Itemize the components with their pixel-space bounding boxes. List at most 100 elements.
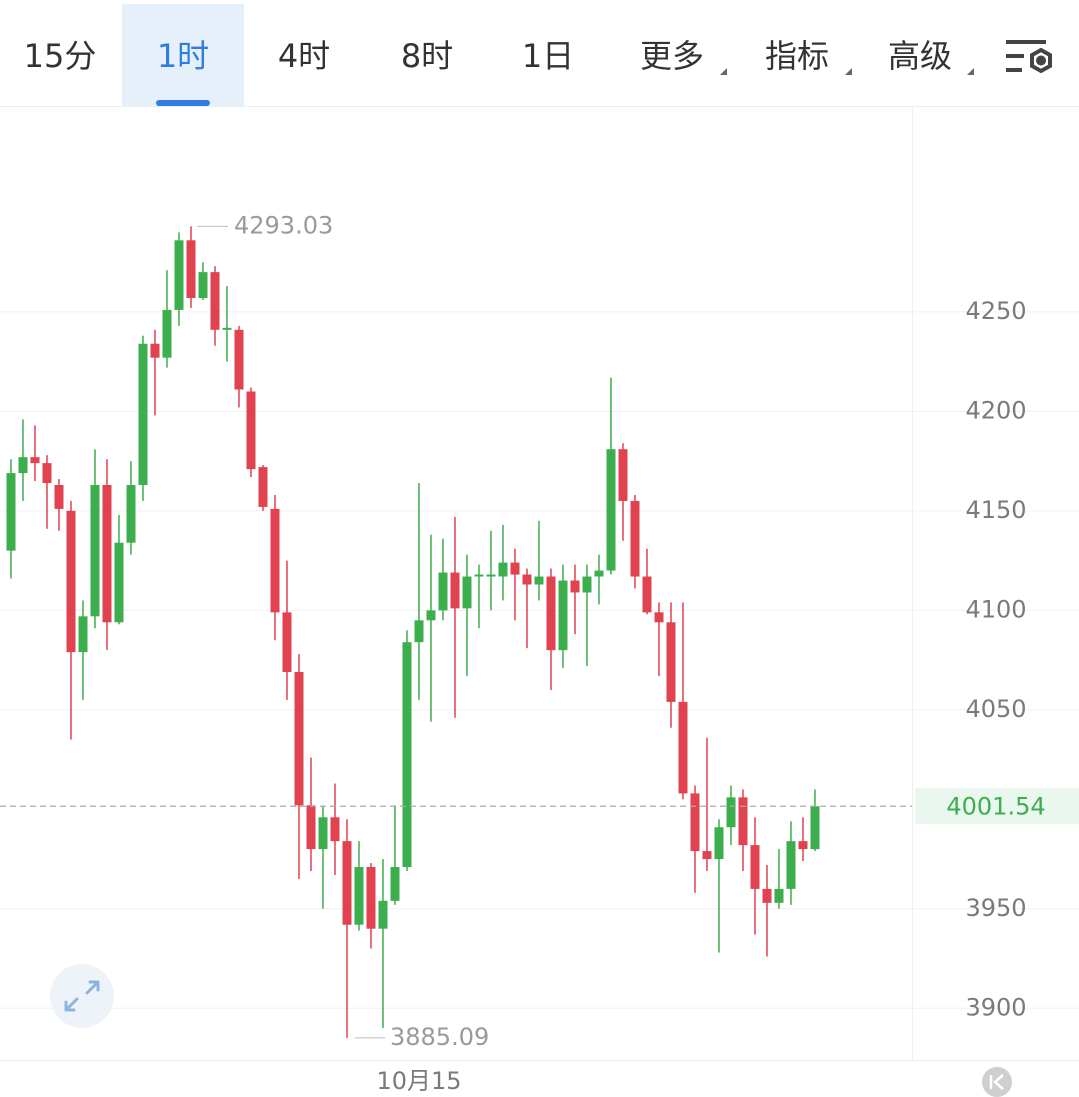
settings-icon[interactable]: [1006, 40, 1052, 74]
candle-body: [402, 642, 412, 868]
candle-body: [606, 449, 616, 571]
tab[interactable]: 15分: [24, 37, 97, 75]
candle-body: [546, 576, 556, 651]
candle-body: [522, 574, 532, 585]
candle-body: [210, 272, 220, 330]
candle-body: [726, 797, 736, 828]
candle-body: [30, 457, 40, 464]
candle-body: [582, 576, 592, 593]
y-tick-label: 3900: [965, 993, 1026, 1021]
candle-body: [318, 817, 328, 850]
menu-caret: [845, 68, 852, 75]
candle-body: [474, 574, 484, 577]
candle-body: [354, 867, 364, 925]
tab[interactable]: 4时: [278, 37, 330, 75]
candle-body: [714, 827, 724, 860]
candle-body: [558, 580, 568, 651]
candle-body: [690, 793, 700, 852]
y-tick-label: 4100: [965, 595, 1026, 623]
menu-caret: [967, 68, 974, 75]
grid: 3900 3950 4050 4100 4150 4200 4250 10月15: [0, 297, 1079, 1095]
candle-body: [654, 612, 664, 623]
candle-body: [786, 841, 796, 889]
candle-body: [306, 805, 316, 850]
candle-body: [54, 485, 64, 509]
candle-body: [534, 576, 544, 585]
last-price-box: [915, 788, 1079, 825]
expand-button[interactable]: [50, 964, 114, 1028]
y-tick-label: 4050: [965, 695, 1026, 723]
candle-body: [618, 449, 628, 501]
candle-body: [138, 343, 148, 486]
candle-body: [258, 467, 268, 507]
candle-body: [114, 542, 124, 623]
candle-body: [678, 701, 688, 794]
candle-body: [222, 327, 232, 330]
y-tick-label: 4150: [965, 496, 1026, 524]
menu-caret: [720, 68, 727, 75]
candle-body: [762, 888, 772, 903]
annotations: 4293.03 3885.09 4001.54: [0, 211, 1079, 1051]
candle-body: [510, 562, 520, 575]
candle-body: [246, 391, 256, 470]
x-tick-label: 10月15: [376, 1067, 461, 1095]
candle-body: [78, 616, 88, 653]
candle-body: [642, 576, 652, 613]
candle-body: [462, 576, 472, 609]
candle-body: [366, 867, 376, 929]
y-tick-label: 3950: [965, 894, 1026, 922]
tab[interactable]: 1日: [522, 37, 574, 75]
tabs: 15分 1时 4时 8时 1日 更多 指标 高级: [24, 4, 952, 106]
candle-body: [198, 272, 208, 298]
candle-body: [774, 888, 784, 903]
candle-body: [738, 797, 748, 846]
candle-body: [342, 841, 352, 925]
high-label: 4293.03: [234, 211, 333, 239]
candle-body: [330, 817, 340, 842]
candle-body: [798, 841, 808, 850]
candle-body: [102, 485, 112, 623]
active-tab-indicator: [156, 100, 210, 106]
candle-body: [126, 485, 136, 543]
candle-body: [426, 610, 436, 621]
candle-body: [450, 572, 460, 609]
active-tab-bg: [122, 4, 244, 106]
candles: [6, 226, 820, 1038]
y-tick-label: 4200: [965, 396, 1026, 424]
candle-body: [486, 574, 496, 577]
candle-body: [438, 572, 448, 611]
candle-body: [702, 851, 712, 860]
candle-body: [294, 672, 304, 806]
tab[interactable]: 高级: [888, 37, 952, 75]
candle-body: [18, 457, 28, 474]
candle-body: [150, 343, 160, 358]
tab[interactable]: 8时: [401, 37, 453, 75]
candle-body: [378, 900, 388, 929]
tab[interactable]: 更多: [640, 37, 704, 75]
candle-body: [6, 473, 16, 551]
low-label: 3885.09: [390, 1023, 489, 1051]
candle-body: [174, 240, 184, 310]
candle-body: [90, 485, 100, 617]
candle-body: [390, 867, 400, 901]
candle-body: [594, 570, 604, 577]
candle-body: [282, 612, 292, 673]
candle-body: [630, 500, 640, 577]
candle-body: [570, 580, 580, 593]
candle-body: [42, 463, 52, 484]
tab[interactable]: 指标: [765, 37, 829, 75]
candle-body: [414, 620, 424, 643]
candle-body: [186, 240, 196, 298]
candle-body: [270, 508, 280, 613]
y-tick-label: 4250: [965, 297, 1026, 325]
candle-body: [810, 806, 820, 850]
tab[interactable]: 1时: [157, 37, 209, 75]
candle-body: [666, 622, 676, 702]
candle-body: [66, 510, 76, 653]
last-price-label: 4001.54: [946, 792, 1045, 820]
candle-body: [162, 309, 172, 358]
candle-body: [498, 562, 508, 577]
candle-body: [234, 329, 244, 390]
scroll-to-latest-button[interactable]: [982, 1067, 1012, 1097]
